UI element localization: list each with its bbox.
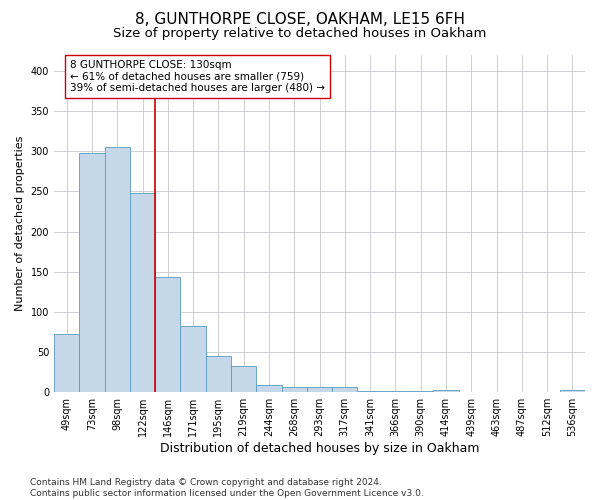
Bar — [256, 385, 281, 392]
Bar — [130, 193, 155, 392]
Text: 8, GUNTHORPE CLOSE, OAKHAM, LE15 6FH: 8, GUNTHORPE CLOSE, OAKHAM, LE15 6FH — [135, 12, 465, 28]
Bar — [433, 390, 458, 392]
Bar — [206, 356, 231, 392]
Bar — [281, 388, 307, 392]
Text: Contains HM Land Registry data © Crown copyright and database right 2024.
Contai: Contains HM Land Registry data © Crown c… — [30, 478, 424, 498]
Text: 8 GUNTHORPE CLOSE: 130sqm
← 61% of detached houses are smaller (759)
39% of semi: 8 GUNTHORPE CLOSE: 130sqm ← 61% of detac… — [70, 60, 325, 94]
Bar — [104, 148, 130, 392]
Bar — [181, 326, 206, 392]
X-axis label: Distribution of detached houses by size in Oakham: Distribution of detached houses by size … — [160, 442, 479, 455]
Bar — [54, 334, 79, 392]
Bar — [155, 278, 181, 392]
Bar — [231, 366, 256, 392]
Bar — [332, 388, 358, 392]
Bar — [79, 153, 104, 392]
Bar — [560, 390, 585, 392]
Bar — [307, 388, 332, 392]
Text: Size of property relative to detached houses in Oakham: Size of property relative to detached ho… — [113, 28, 487, 40]
Y-axis label: Number of detached properties: Number of detached properties — [15, 136, 25, 312]
